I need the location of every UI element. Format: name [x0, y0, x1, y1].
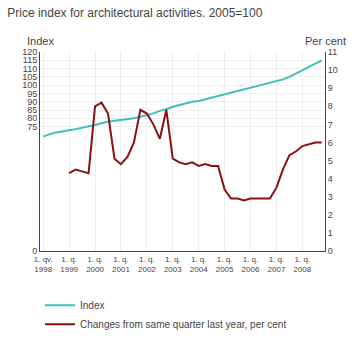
svg-text:85: 85	[27, 105, 37, 115]
svg-text:Price index for architectural: Price index for architectural activities…	[7, 6, 262, 20]
svg-text:110: 110	[23, 64, 37, 74]
svg-text:1. q.2000: 1. q.2000	[86, 255, 104, 274]
svg-text:115: 115	[23, 55, 37, 65]
svg-text:105: 105	[22, 72, 37, 82]
svg-text:3: 3	[328, 192, 333, 202]
svg-text:80: 80	[27, 113, 37, 123]
svg-text:120: 120	[22, 47, 37, 57]
svg-text:6: 6	[328, 138, 333, 148]
svg-text:10: 10	[328, 65, 338, 75]
svg-text:1. q.2007: 1. q.2007	[268, 255, 286, 274]
svg-text:95: 95	[27, 89, 37, 99]
svg-text:0: 0	[32, 246, 37, 256]
svg-text:Index: Index	[27, 35, 54, 47]
svg-text:75: 75	[27, 122, 37, 132]
svg-text:8: 8	[328, 101, 333, 111]
svg-text:Changes from same quarter last: Changes from same quarter last year, per…	[80, 319, 286, 330]
svg-text:1. q.2002: 1. q.2002	[138, 255, 156, 274]
svg-text:0: 0	[328, 246, 333, 256]
svg-text:Index: Index	[80, 300, 104, 311]
svg-text:5: 5	[328, 156, 333, 166]
svg-text:1. q.2003: 1. q.2003	[164, 255, 182, 274]
svg-text:90: 90	[27, 97, 37, 107]
svg-text:1. qv.1998: 1. qv.1998	[34, 255, 53, 274]
svg-text:11: 11	[328, 47, 337, 57]
svg-text:9: 9	[328, 83, 333, 93]
svg-text:1. q.1999: 1. q.1999	[60, 255, 78, 274]
svg-text:1. q.2005: 1. q.2005	[216, 255, 234, 274]
svg-text:1. q.2001: 1. q.2001	[112, 255, 130, 274]
svg-text:100: 100	[22, 80, 37, 90]
svg-text:1. q.2004: 1. q.2004	[190, 255, 208, 274]
svg-text:1. q.2008: 1. q.2008	[293, 255, 311, 274]
svg-text:Per cent: Per cent	[305, 35, 346, 47]
svg-text:7: 7	[328, 120, 333, 130]
svg-text:2: 2	[328, 210, 333, 220]
svg-text:4: 4	[328, 174, 333, 184]
svg-text:1. q.2006: 1. q.2006	[242, 255, 260, 274]
svg-text:1: 1	[328, 228, 333, 238]
